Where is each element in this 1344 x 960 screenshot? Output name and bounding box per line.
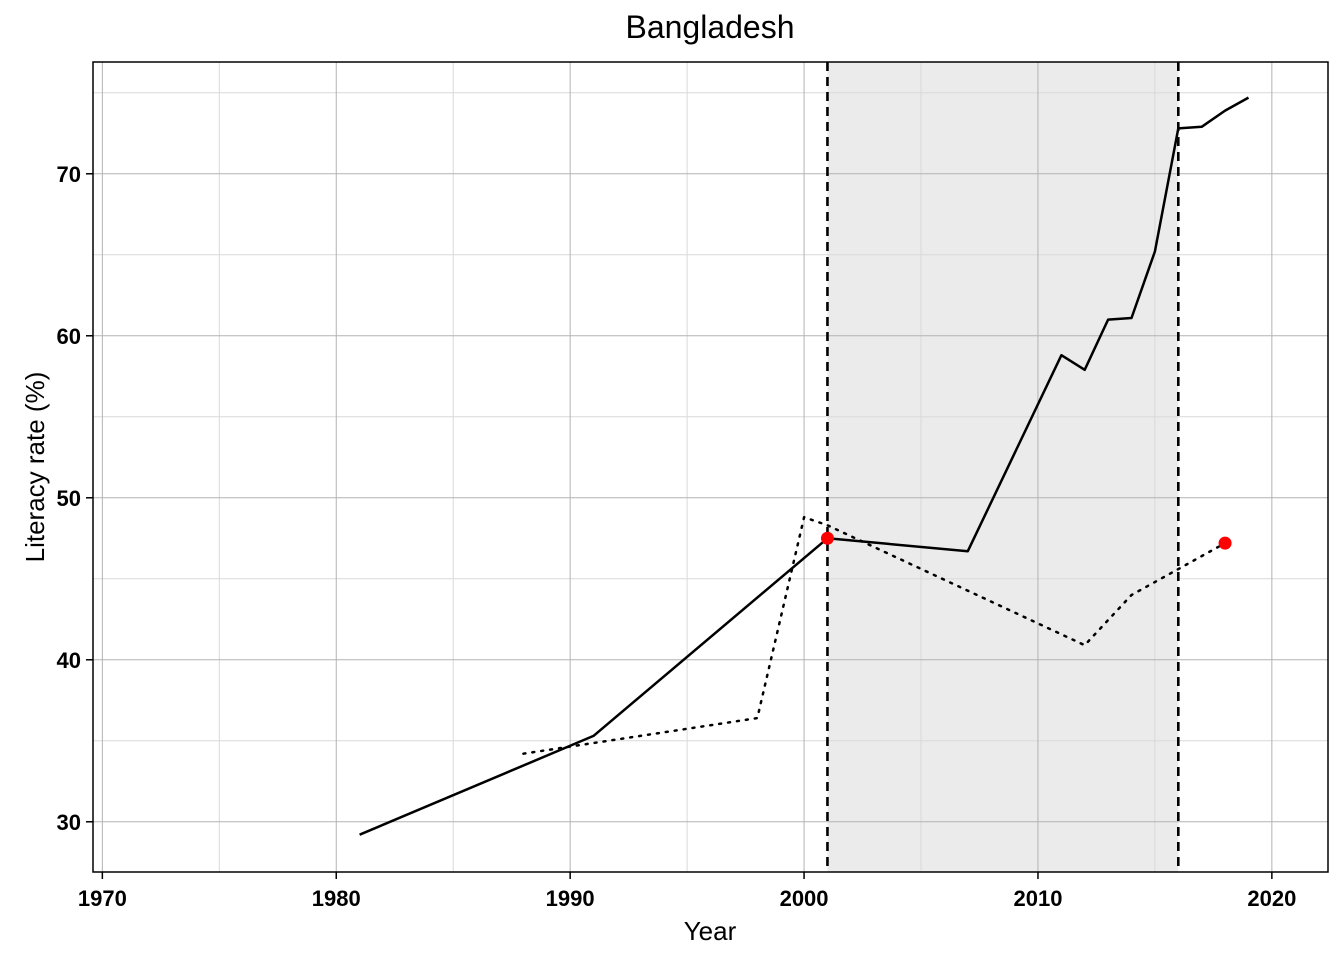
y-tick-label: 30 — [57, 810, 81, 835]
y-tick-label: 50 — [57, 486, 81, 511]
series-line-dotted — [522, 515, 1227, 755]
x-tick-label: 2000 — [780, 886, 829, 911]
shaded-region — [827, 62, 1179, 872]
y-tick-label: 40 — [57, 648, 81, 673]
x-tick-label: 2010 — [1013, 886, 1062, 911]
y-tick-label: 60 — [57, 324, 81, 349]
x-axis-label: Year — [684, 916, 737, 946]
x-tick-label: 2020 — [1247, 886, 1296, 911]
x-tick-label: 1980 — [312, 886, 361, 911]
y-axis-label: Literacy rate (%) — [20, 372, 50, 563]
highlight-point — [1218, 536, 1232, 550]
y-tick-label: 70 — [57, 162, 81, 187]
chart-title: Bangladesh — [625, 9, 794, 45]
plot-border — [92, 61, 1329, 873]
x-tick-label: 1970 — [78, 886, 127, 911]
plot-area: 1970 1980 1990 2000 2010 2020 30 40 50 60 70 — [57, 61, 1329, 911]
x-tick-label: 1990 — [546, 886, 595, 911]
highlight-point — [820, 531, 834, 545]
